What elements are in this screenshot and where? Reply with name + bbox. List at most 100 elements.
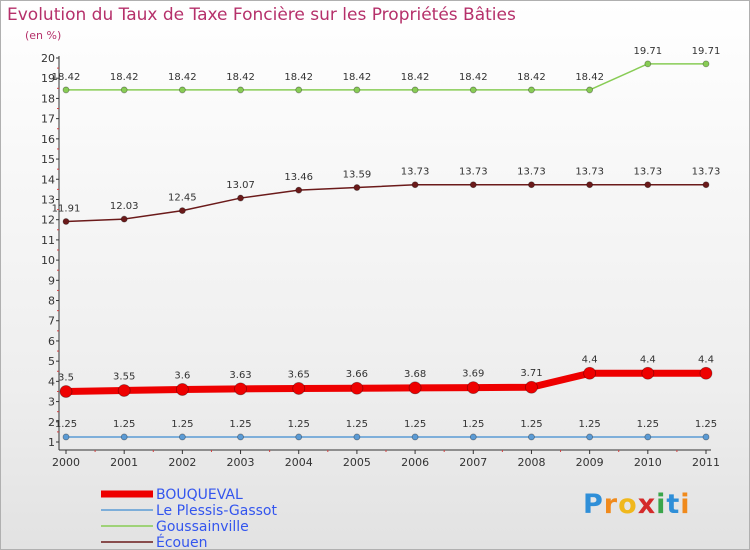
y-tick-label: 7 [48,315,55,328]
data-label: 1.25 [404,419,426,430]
data-point [528,433,535,441]
data-label: 3.69 [462,369,484,380]
proxiti-logo: Proxiti [583,489,691,520]
data-label: 18.42 [343,72,372,83]
data-label: 1.25 [579,419,601,430]
data-label: 18.42 [168,72,197,83]
y-tick-label: 17 [41,113,55,126]
data-point [641,366,655,380]
data-label: 3.71 [520,368,542,379]
data-point [120,433,128,441]
x-tick-label: 2005 [343,456,371,469]
logo-letter: o [618,489,638,520]
y-tick-label: 8 [48,295,55,308]
data-point [295,186,303,194]
data-point [469,433,477,441]
legend-label: BOUQUEVAL [156,487,243,503]
data-label: 19.71 [692,46,721,57]
data-point [237,86,244,94]
data-point [644,181,652,189]
data-label: 3.65 [288,369,310,380]
data-point [466,381,480,395]
data-point [175,383,189,396]
y-tick-label: 12 [41,214,55,227]
data-label: 4.4 [582,354,598,365]
data-label: 3.5 [58,372,74,383]
legend-label: Le Plessis-Gassot [156,503,277,519]
data-point [237,433,244,441]
data-label: 12.03 [110,201,139,212]
data-label: 18.42 [401,72,430,83]
data-point [586,433,594,441]
legend-item: BOUQUEVAL [101,487,243,503]
data-point [408,381,422,395]
y-tick-label: 13 [41,193,55,206]
y-tick-label: 10 [41,254,55,267]
data-point [525,380,538,394]
data-point [237,194,244,202]
x-tick-label: 2009 [576,456,604,469]
data-label: 1.25 [462,419,484,430]
data-label: 13.73 [401,167,430,178]
data-point [178,207,186,214]
data-label: 4.4 [698,354,714,365]
data-label: 1.25 [637,419,659,430]
data-point [644,60,652,68]
legend-item: Écouen [101,534,207,549]
series-goussainville: 18.42 18.42 18.42 18.42 18.42 18.42 18.42 18.42… [52,46,721,94]
data-point [353,184,361,191]
data-point [178,86,186,94]
data-label: 18.42 [575,72,604,83]
data-point [350,381,364,395]
logo-letter: i [680,489,691,520]
data-point [120,215,128,223]
series: 1.25 1.25 1.25 1.25 1.25 1.25 1.25 1.25 1.25 1.25… [52,46,721,441]
data-label: 1.25 [288,419,310,430]
data-point [411,86,419,94]
data-point [62,218,70,225]
y-tick-label: 14 [41,173,55,186]
data-label: 3.63 [229,370,251,381]
axes [58,56,711,451]
data-point [469,86,477,94]
data-label: 18.42 [52,72,81,83]
logo-letter: t [666,489,681,520]
x-tick-label: 2003 [227,456,255,469]
data-point [583,366,597,380]
logo-letter: x [637,489,657,520]
data-label: 1.25 [520,419,542,430]
data-label: 3.66 [346,369,368,380]
y-tick-label: 11 [41,234,55,247]
y-tick-label: 5 [48,355,55,368]
legend-item: Goussainville [101,519,249,535]
data-label: 18.42 [284,72,313,83]
series-line [65,183,706,223]
data-label: 1.25 [695,419,717,430]
logo-letter: P [583,489,604,520]
data-point [702,60,710,68]
data-label: 13.07 [226,180,255,191]
series-bouqueval: 3.5 3.55 3.6 3.63 3.65 3.66 3.68 3.69 3.71 4.4 4.4… [58,354,714,398]
x-tick-label: 2010 [634,456,662,469]
data-label: 1.25 [113,419,135,430]
data-label: 18.42 [459,72,488,83]
data-point [353,86,361,94]
x-tick-label: 2006 [401,456,429,469]
x-tick-label: 2011 [692,456,720,469]
data-point [353,433,361,441]
y-tick-label: 16 [41,133,55,146]
logo-letter: i [656,489,667,520]
data-point [586,86,594,94]
x-tick-label: 2000 [52,456,80,469]
data-point [292,382,306,395]
data-point [234,382,247,396]
series-line [66,63,706,91]
legend-label: Goussainville [156,519,249,535]
data-label: 13.73 [459,167,488,178]
data-label: 19.71 [633,46,662,57]
data-label: 11.91 [52,204,81,215]
y-tick-label: 2 [48,416,55,429]
data-label: 18.42 [226,72,255,83]
